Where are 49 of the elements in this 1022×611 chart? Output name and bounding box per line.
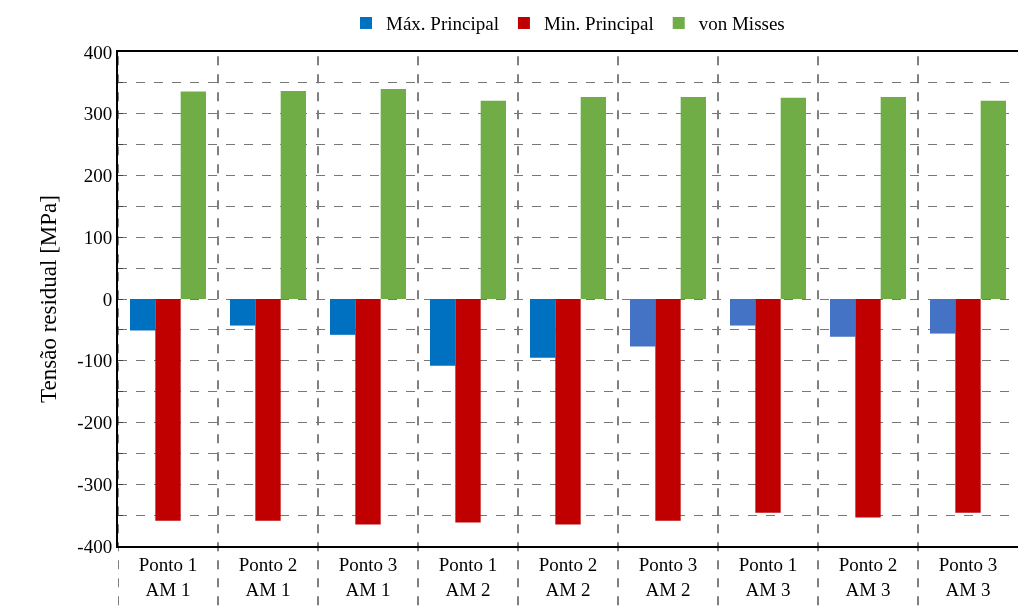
x-tick-label: Ponto 3 AM 3 bbox=[938, 553, 998, 600]
bar bbox=[355, 299, 381, 525]
bar bbox=[930, 299, 956, 334]
bar bbox=[155, 299, 181, 521]
bar bbox=[955, 299, 981, 513]
bar bbox=[430, 299, 456, 366]
y-tick-label: 400 bbox=[83, 41, 113, 63]
bar bbox=[730, 299, 756, 326]
legend-label: Máx. Principal bbox=[386, 13, 499, 35]
bar bbox=[180, 91, 206, 299]
bar bbox=[330, 299, 356, 335]
y-tick-label: -100 bbox=[77, 350, 113, 372]
bar bbox=[830, 299, 856, 337]
bar bbox=[530, 299, 556, 358]
bar bbox=[680, 97, 706, 299]
y-tick-label: 200 bbox=[83, 165, 113, 187]
x-tick-label: Ponto 3 AM 2 bbox=[638, 553, 698, 600]
bar bbox=[455, 299, 481, 523]
bar bbox=[855, 299, 881, 518]
bar bbox=[630, 299, 656, 347]
bar bbox=[230, 299, 256, 326]
x-tick-label: Ponto 2 AM 1 bbox=[238, 553, 298, 600]
y-tick-label: -300 bbox=[77, 473, 113, 495]
bar bbox=[655, 299, 681, 521]
y-tick-label: -400 bbox=[77, 535, 113, 557]
y-tick-label: -200 bbox=[77, 412, 113, 434]
bar bbox=[580, 97, 606, 299]
x-tick-label: Ponto 1 AM 1 bbox=[138, 553, 198, 600]
y-tick-label: 300 bbox=[83, 103, 113, 125]
legend-label: Min. Principal bbox=[543, 13, 654, 35]
bar bbox=[755, 299, 781, 513]
y-axis-title: Tensão residual [MPa] bbox=[36, 195, 62, 403]
bar bbox=[380, 89, 406, 299]
y-tick-label: 0 bbox=[102, 288, 113, 310]
bar bbox=[255, 299, 281, 521]
y-tick-label: 100 bbox=[83, 226, 113, 248]
x-tick-label: Ponto 3 AM 1 bbox=[338, 553, 398, 600]
bar bbox=[780, 97, 806, 299]
legend-label: von Misses bbox=[698, 13, 785, 35]
bar bbox=[130, 299, 156, 331]
x-tick-label: Ponto 1 AM 3 bbox=[738, 553, 798, 600]
bar bbox=[880, 97, 906, 299]
bar bbox=[980, 100, 1006, 299]
bar bbox=[480, 100, 506, 299]
x-tick-label: Ponto 1 AM 2 bbox=[438, 553, 498, 600]
bar bbox=[280, 90, 306, 299]
x-tick-label: Ponto 2 AM 2 bbox=[538, 553, 598, 600]
bar bbox=[555, 299, 581, 525]
x-tick-label: Ponto 2 AM 3 bbox=[838, 553, 898, 600]
